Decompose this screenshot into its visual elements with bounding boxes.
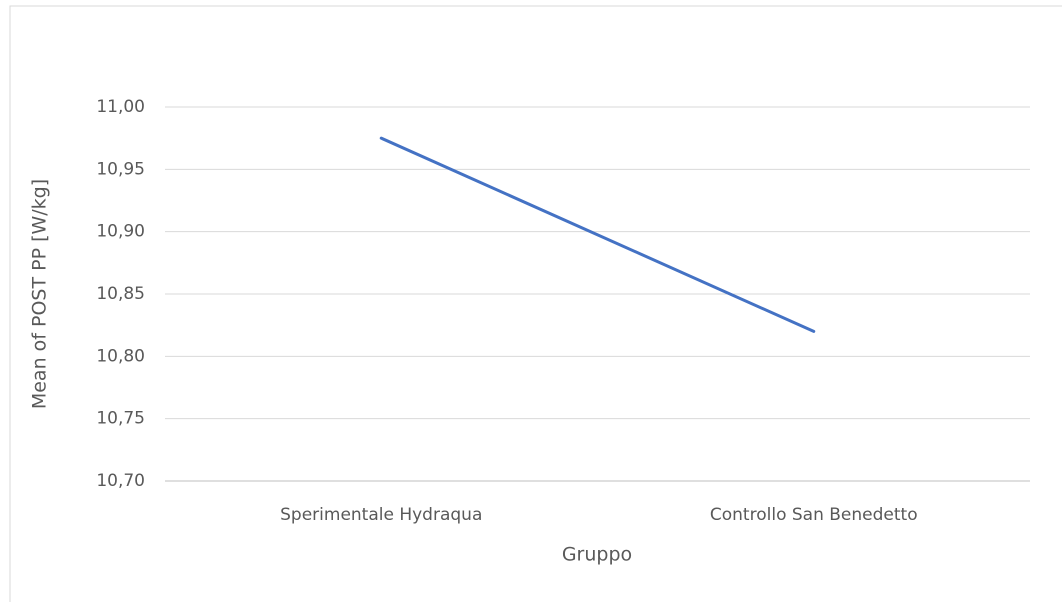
y-tick-label: 10,80 bbox=[96, 346, 145, 366]
y-tick-label: 10,90 bbox=[96, 222, 145, 242]
x-tick-label: Sperimentale Hydraqua bbox=[280, 505, 482, 525]
chart-frame bbox=[9, 5, 1062, 602]
x-axis-title: Gruppo bbox=[562, 544, 632, 566]
y-axis-title: Mean of POST PP [W/kg] bbox=[29, 179, 51, 409]
y-tick-label: 11,00 bbox=[96, 97, 145, 117]
y-tick-label: 10,75 bbox=[96, 409, 145, 429]
y-tick-label: 10,70 bbox=[96, 471, 145, 491]
x-tick-label: Controllo San Benedetto bbox=[710, 505, 918, 525]
line-series bbox=[379, 136, 816, 333]
y-tick-label: 10,85 bbox=[96, 284, 145, 304]
y-tick-label: 10,95 bbox=[96, 159, 145, 179]
